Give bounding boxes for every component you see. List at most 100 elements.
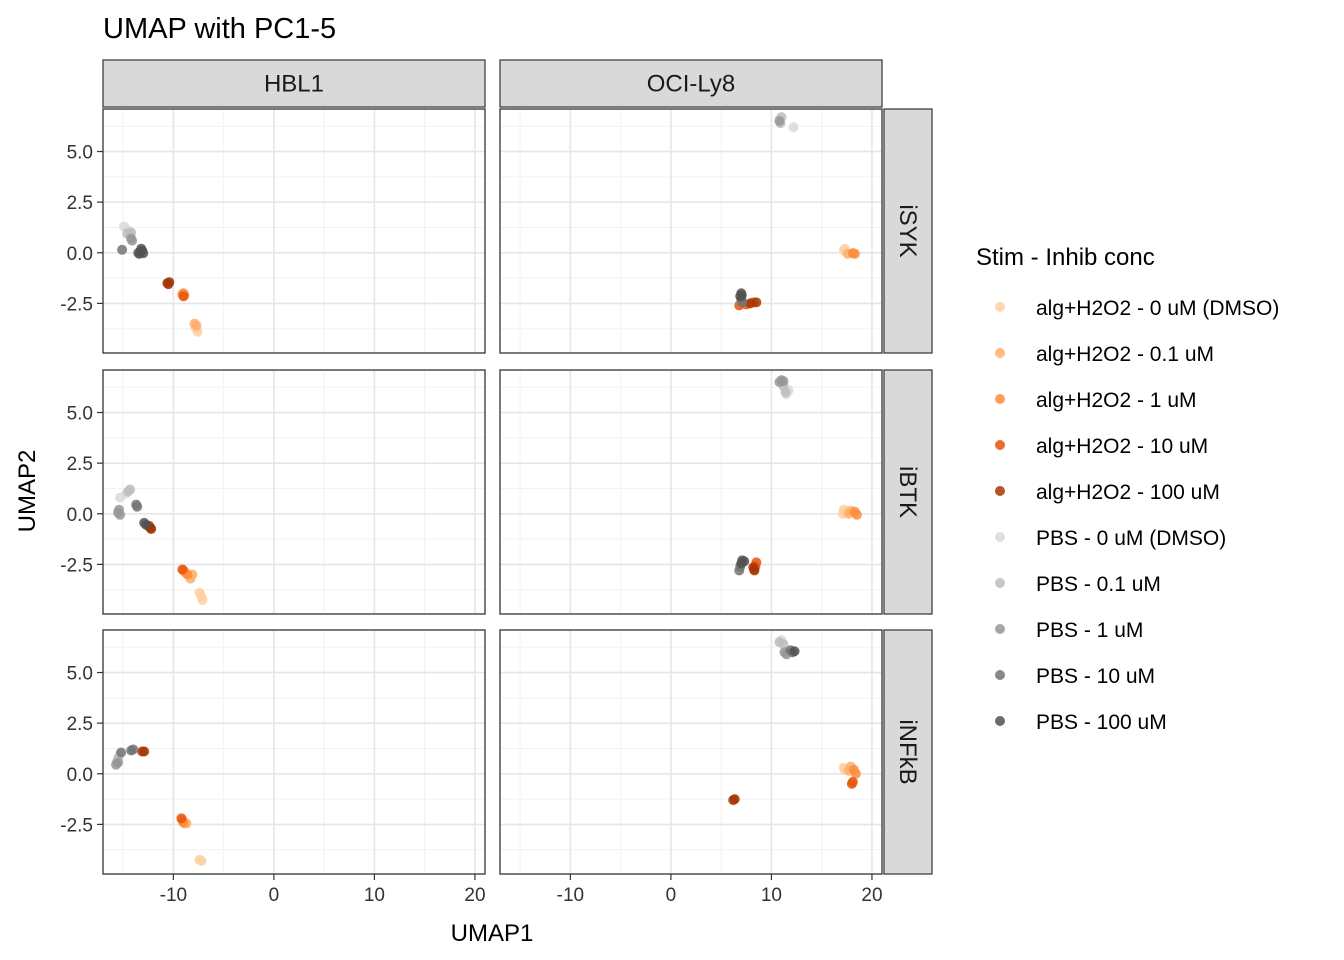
y-tick-label: 5.0 <box>67 404 93 425</box>
panel-hbl1-ibtk <box>102 369 486 615</box>
strip-label-isyk: iSYK <box>894 204 921 257</box>
panel-border <box>499 108 883 354</box>
data-point <box>132 501 143 512</box>
legend-label: alg+H2O2 - 1 uM <box>1036 389 1197 412</box>
panel-border <box>499 629 883 875</box>
strip-background <box>499 59 883 108</box>
data-point <box>851 509 862 520</box>
x-tick-label: 20 <box>861 885 882 906</box>
y-tick-label: -2.5 <box>60 815 93 836</box>
y-tick-label: -2.5 <box>60 555 93 576</box>
panel-border <box>102 629 486 875</box>
panel-background <box>500 109 882 353</box>
legend-label: PBS - 1 uM <box>1036 619 1143 642</box>
legend-swatch <box>995 394 1005 404</box>
y-tick-label: 0.0 <box>67 244 93 265</box>
y-tick-label: 2.5 <box>67 454 93 475</box>
data-point <box>191 320 202 331</box>
strip-column-oci-ly8: OCI-Ly8 <box>499 59 883 108</box>
chart-title: UMAP with PC1-5 <box>103 13 336 45</box>
legend-title: Stim - Inhib conc <box>976 244 1155 271</box>
data-point <box>139 746 150 757</box>
panel-points <box>734 375 862 576</box>
strip-row-ibtk: iBTK <box>883 369 933 615</box>
strip-label-infkb: iNFkB <box>894 719 921 784</box>
legend-label: alg+H2O2 - 10 uM <box>1036 435 1208 458</box>
legend-item-pbs-1-um: PBS - 1 uM <box>995 619 1143 642</box>
legend-item-alg-h2o2-0-1-um: alg+H2O2 - 0.1 uM <box>995 343 1214 366</box>
legend-item-pbs-10-um: PBS - 10 uM <box>995 665 1155 688</box>
legend-label: PBS - 100 uM <box>1036 711 1167 734</box>
x-axis-hbl1: -10 0 10 20 <box>160 874 486 906</box>
x-axes: -10 0 10 20 -10 0 10 20 <box>160 874 883 906</box>
strip-background <box>883 369 933 615</box>
legend-label: alg+H2O2 - 0 uM (DMSO) <box>1036 297 1279 320</box>
legend-item-alg-h2o2-0-um-dmso: alg+H2O2 - 0 uM (DMSO) <box>995 297 1279 320</box>
panel-border <box>102 369 486 615</box>
legend-swatch <box>995 670 1005 680</box>
data-point <box>115 509 126 520</box>
legend-swatch <box>995 486 1005 496</box>
data-point <box>850 768 861 779</box>
data-point <box>176 813 187 824</box>
data-point <box>126 233 137 244</box>
legend-item-pbs-0-um-dmso: PBS - 0 uM (DMSO) <box>995 527 1226 550</box>
y-axis-ibtk: -2.5 0.0 2.5 5.0 <box>60 404 103 576</box>
strip-background <box>883 629 933 875</box>
panel-hbl1-isyk <box>102 108 486 354</box>
legend-item-pbs-0-1-um: PBS - 0.1 uM <box>995 573 1161 596</box>
data-point <box>123 486 134 497</box>
panel-points <box>734 112 860 311</box>
data-point <box>788 122 799 133</box>
legend-item-alg-h2o2-100-um: alg+H2O2 - 100 uM <box>995 481 1220 504</box>
panel-grid <box>103 109 485 353</box>
data-point <box>780 387 791 398</box>
x-tick-label: 20 <box>464 885 485 906</box>
y-tick-label: 0.0 <box>67 505 93 526</box>
panel-points <box>111 744 207 866</box>
data-point <box>117 244 128 255</box>
x-tick-label: 0 <box>269 885 280 906</box>
y-tick-label: 2.5 <box>67 714 93 735</box>
data-point <box>138 248 149 259</box>
legend-swatch <box>995 716 1005 726</box>
panel-background <box>500 370 882 614</box>
x-tick-label: 10 <box>364 885 385 906</box>
x-tick-label: 0 <box>666 885 677 906</box>
strip-column-hbl1: HBL1 <box>102 59 486 108</box>
strip-background <box>102 59 486 108</box>
x-tick-label: -10 <box>557 885 584 906</box>
data-point <box>778 376 789 387</box>
data-point <box>113 757 124 768</box>
panel-grid <box>500 109 882 353</box>
y-tick-label: 2.5 <box>67 193 93 214</box>
panel-border <box>102 108 486 354</box>
legend-item-alg-h2o2-1-um: alg+H2O2 - 1 uM <box>995 389 1197 412</box>
strip-label-hbl1: HBL1 <box>264 71 324 98</box>
data-point <box>141 519 152 530</box>
legend-item-alg-h2o2-10-um: alg+H2O2 - 10 uM <box>995 435 1208 458</box>
y-axis-title: UMAP2 <box>14 450 41 533</box>
strip-row-infkb: iNFkB <box>883 629 933 875</box>
legend-swatch <box>995 302 1005 312</box>
legend-swatch <box>995 348 1005 358</box>
legend: Stim - Inhib conc alg+H2O2 - 0 uM (DMSO)… <box>976 244 1279 734</box>
y-tick-label: 0.0 <box>67 765 93 786</box>
legend-label: PBS - 0 uM (DMSO) <box>1036 527 1226 550</box>
facet-panels: HBL1 OCI-Ly8 iSYK iBTK iNFkB <box>102 59 933 875</box>
panel-grid <box>103 370 485 614</box>
y-tick-label: 5.0 <box>67 143 93 164</box>
data-point <box>846 778 857 789</box>
strip-label-oci-ly8: OCI-Ly8 <box>647 71 735 98</box>
legend-label: PBS - 10 uM <box>1036 665 1155 688</box>
legend-swatch <box>995 440 1005 450</box>
y-axis-infkb: -2.5 0.0 2.5 5.0 <box>60 664 103 836</box>
panel-hbl1-infkb <box>102 629 486 875</box>
y-axes: -2.5 0.0 2.5 5.0 -2.5 0.0 2.5 5.0 -2.5 0.0 2.5 5.0 <box>60 143 103 836</box>
legend-label: alg+H2O2 - 100 uM <box>1036 481 1220 504</box>
x-tick-label: -10 <box>160 885 187 906</box>
panel-background <box>500 630 882 874</box>
x-tick-label: 10 <box>761 885 782 906</box>
x-axis-title: UMAP1 <box>451 920 534 947</box>
